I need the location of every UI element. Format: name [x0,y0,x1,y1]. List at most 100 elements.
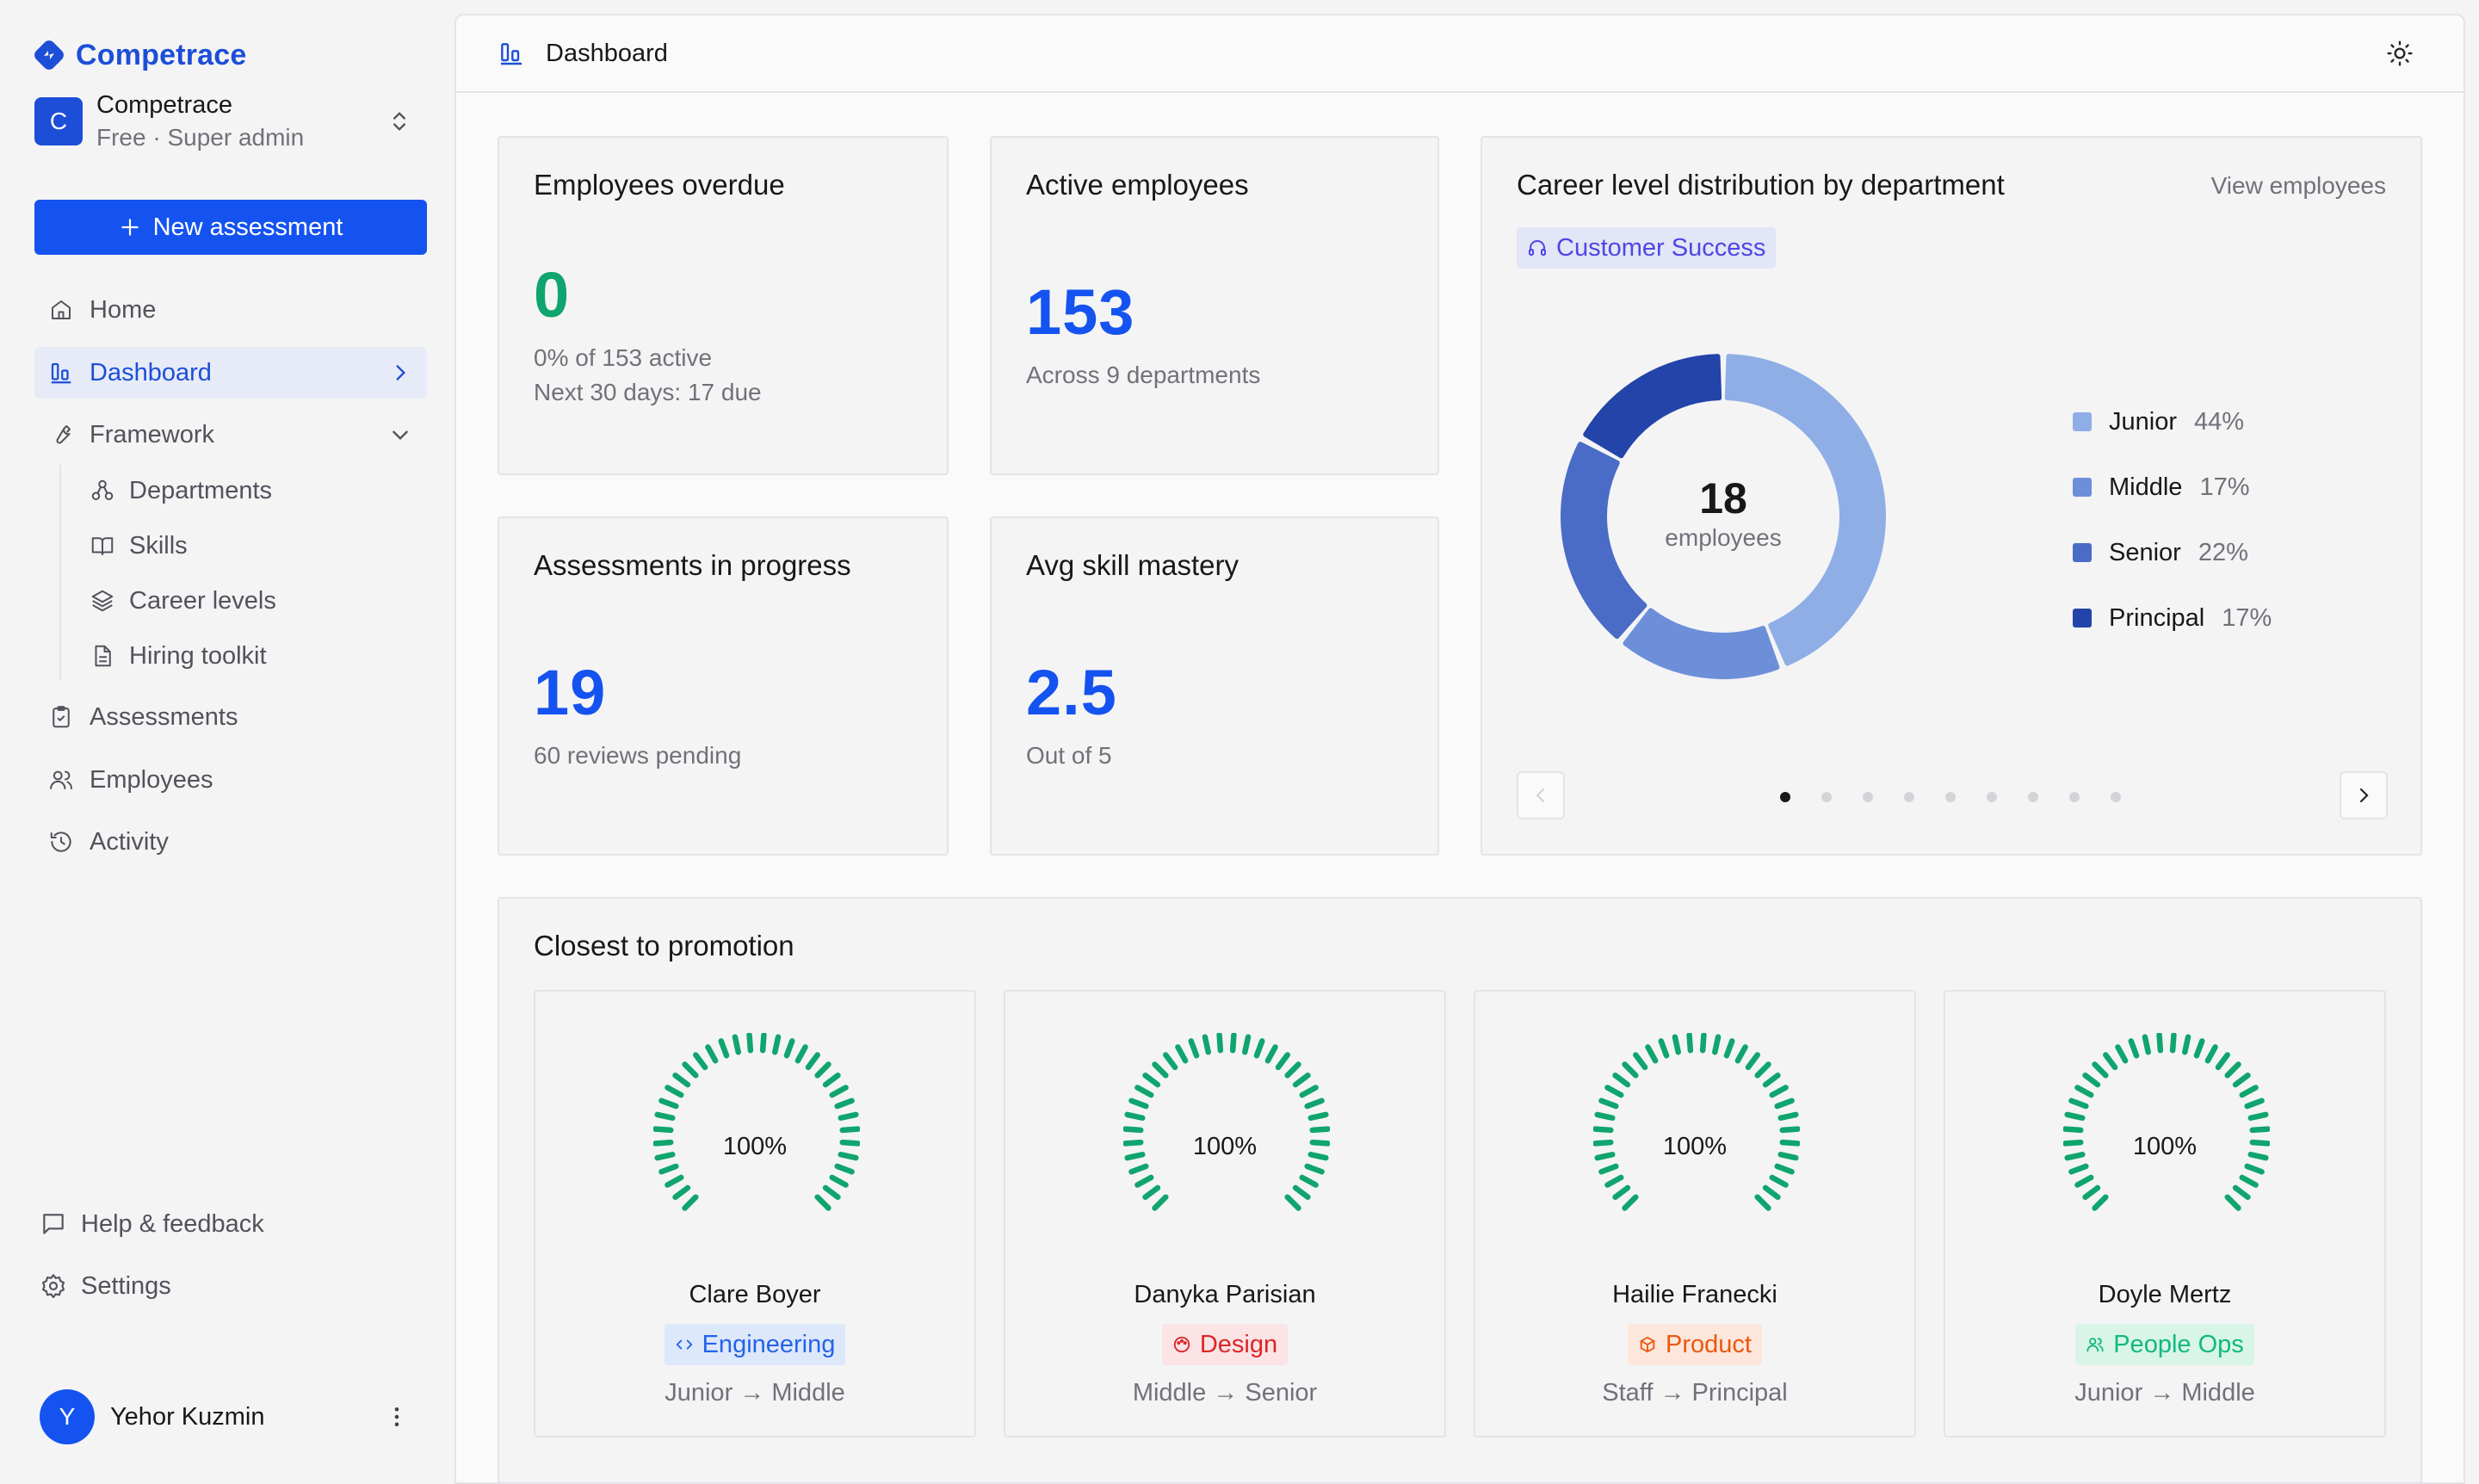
gauge-tick [653,1139,674,1147]
carousel-dot[interactable] [1987,792,1997,802]
gauge-tick [783,1038,795,1059]
sidebar-item-assessments[interactable]: Assessments [34,691,427,743]
sidebar-item-activity[interactable]: Activity [34,816,427,868]
settings-link[interactable]: Settings [40,1262,171,1310]
carousel-dot[interactable] [1863,792,1873,802]
carousel-dot[interactable] [1945,792,1956,802]
promotion-card[interactable]: 100% Danyka Parisian Design Middle → Senior [1004,990,1446,1438]
gauge-tick [1308,1152,1329,1161]
employee-name: Doyle Mertz [2098,1281,2232,1308]
box-icon [1640,1336,1655,1353]
gauge-tick [1774,1098,1795,1110]
gauge-tick [2115,1044,2129,1064]
kpi-title: Employees overdue [534,169,785,201]
gauge-tick [839,1126,860,1134]
next-department-button[interactable] [2340,771,2388,819]
carousel-dot[interactable] [2028,792,2038,802]
kpi-active-employees: Active employees 153 Across 9 department… [990,136,1439,475]
gauge-tick [2156,1033,2164,1054]
gauge-tick [834,1098,855,1110]
sidebar-item-label: Home [90,295,157,324]
gauge-tick [2082,1073,2101,1088]
gauge-tick [829,1174,849,1188]
gauge-tick [1123,1139,1144,1147]
promotion-card[interactable]: 100% Doyle Mertz People Ops Junior → Middle [1944,990,2386,1438]
promotion-title: Closest to promotion [534,930,794,962]
gauge-tick [2232,1184,2251,1200]
gauge-tick [665,1085,684,1098]
legend-value: 17% [2199,473,2250,501]
gauge-tick [658,1098,679,1110]
sidebar-item-label: Framework [90,420,215,448]
gauge-tick [2224,1194,2241,1211]
carousel-dot[interactable] [1821,792,1832,802]
view-employees-link[interactable]: View employees [2210,172,2386,199]
gauge-tick [1612,1184,1631,1200]
department-badge-label: People Ops [2113,1330,2244,1358]
new-assessment-button[interactable]: New assessment [34,200,427,255]
gauge-tick [2247,1152,2269,1161]
career-card-title: Career level distribution by department [1517,169,2005,201]
carousel-dot[interactable] [2111,792,2121,802]
workspace-switcher[interactable]: C Competrace Free · Super admin [34,84,418,158]
promotion-section: Closest to promotion 100% Clare Boyer Engi… [498,897,2422,1482]
promotion-card[interactable]: 100% Hailie Franecki Product Staff → Princi… [1474,990,1916,1438]
sidebar-item-home[interactable]: Home [34,284,427,336]
sidebar-item-dashboard[interactable]: Dashboard [34,347,427,399]
layers-icon [91,590,114,612]
carousel-dot[interactable] [1780,792,1790,802]
sidebar-item-career-levels[interactable]: Career levels [90,578,276,623]
gauge-tick [2128,1038,2140,1059]
gauge-tick [2193,1038,2205,1059]
gauge-tick [2063,1126,2084,1134]
donut-slice-middle[interactable] [1623,608,1780,679]
gauge-tick [1769,1085,1789,1098]
brand-name: Competrace [76,38,247,71]
progress-gauge [1593,1033,1800,1211]
prev-department-button[interactable] [1517,771,1565,819]
department-chip-label: Customer Success [1556,233,1766,262]
carousel-dot[interactable] [2069,792,2080,802]
brand-logo-link[interactable]: Competrace [33,34,247,76]
gauge-tick [746,1033,754,1054]
carousel-dot[interactable] [1904,792,1914,802]
bar-chart-icon [501,43,522,65]
gauge-tick [1723,1038,1735,1059]
gauge-tick [1658,1038,1670,1059]
sidebar-item-departments[interactable]: Departments [90,468,272,513]
gauge-tick [2239,1085,2259,1098]
gauge-tick [2074,1174,2094,1188]
gauge-tick [1762,1073,1781,1088]
workspace-name: Competrace [96,91,232,119]
gauge-tick [1134,1085,1154,1098]
promotion-path: Staff → Principal [1602,1379,1788,1407]
legend-swatch [2073,412,2092,431]
sidebar: Competrace C Competrace Free · Super adm… [0,0,454,1484]
sidebar-item-hiring-toolkit[interactable]: Hiring toolkit [90,634,267,678]
gauge-tick [1128,1163,1149,1175]
help-feedback-label: Help & feedback [81,1209,264,1238]
chevron-right-icon [2359,788,2369,803]
sidebar-item-skills[interactable]: Skills [90,523,188,568]
gauge-tick [2249,1126,2270,1134]
gauge-tick [1134,1174,1154,1188]
kpi-subtext: Out of 5 [1026,742,1112,769]
more-vertical-icon[interactable] [384,1404,410,1430]
user-account[interactable]: Y Yehor Kuzmin [40,1389,410,1444]
clipboard-check-icon [53,706,70,728]
gauge-tick [1754,1194,1771,1211]
help-feedback-link[interactable]: Help & feedback [40,1200,264,1248]
donut-slice-principal[interactable] [1583,354,1722,459]
donut-center: 18 employees [1560,473,1887,553]
gauge-tick [2068,1163,2089,1175]
promotion-card[interactable]: 100% Clare Boyer Engineering Junior → Middl… [534,990,976,1438]
donut-slice-junior[interactable] [1724,354,1886,666]
sidebar-item-framework[interactable]: Framework [34,409,427,461]
sidebar-item-employees[interactable]: Employees [34,754,427,806]
gauge-tick [1202,1034,1211,1055]
gauge-tick [1309,1139,1330,1147]
donut-slice-senior[interactable] [1561,442,1648,640]
gauge-tick [2232,1073,2251,1088]
kpi-value: 19 [534,657,607,728]
sun-icon[interactable] [2386,40,2414,67]
